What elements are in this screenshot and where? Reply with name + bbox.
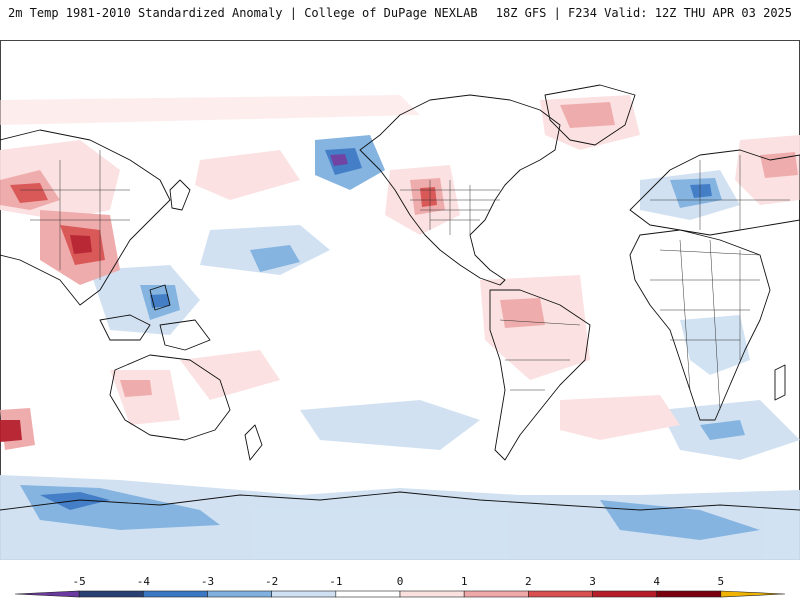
- colorbar-segment: [463, 590, 529, 598]
- colorbar-segment: [592, 590, 657, 598]
- colorbar-segment: [14, 590, 80, 598]
- map-title: 2m Temp 1981-2010 Standardized Anomaly |…: [8, 6, 478, 20]
- colorbar-segment: [335, 590, 401, 598]
- colorbar-segment: [78, 590, 144, 598]
- model-run-info: 18Z GFS | F234 Valid: 12Z THU APR 03 202…: [495, 6, 792, 20]
- colorbar-tick-label: -2: [265, 575, 278, 588]
- colorbar-tick-label: -3: [201, 575, 214, 588]
- anomaly-map: [0, 40, 800, 560]
- colorbar-tick-label: 2: [525, 575, 532, 588]
- colorbar-segment: [656, 590, 722, 598]
- colorbar-tick-label: 4: [653, 575, 660, 588]
- colorbar-segment: [271, 590, 337, 598]
- colorbar-tick-label: 1: [461, 575, 468, 588]
- political-borders: [20, 150, 790, 411]
- colorbar-segments: [14, 590, 786, 598]
- colorbar-segment: [399, 590, 465, 598]
- colorbar-tick-label: 3: [589, 575, 596, 588]
- anomaly-shading: [0, 95, 800, 560]
- colorbar-tick-label: 0: [397, 575, 404, 588]
- colorbar-tick-label: -1: [329, 575, 342, 588]
- colorbar-segment: [207, 590, 272, 598]
- colorbar-tick-label: 5: [718, 575, 725, 588]
- colorbar-tick-label: -5: [73, 575, 86, 588]
- colorbar-segment: [528, 590, 593, 598]
- colorbar-segment: [143, 590, 208, 598]
- coastlines: [0, 84, 800, 511]
- colorbar-segment: [720, 590, 786, 598]
- colorbar: -5 -4 -3 -2 -1 0 1 2 3 4 5: [14, 575, 786, 598]
- colorbar-ticks: -5 -4 -3 -2 -1 0 1 2 3 4 5: [73, 575, 725, 588]
- colorbar-tick-label: -4: [137, 575, 151, 588]
